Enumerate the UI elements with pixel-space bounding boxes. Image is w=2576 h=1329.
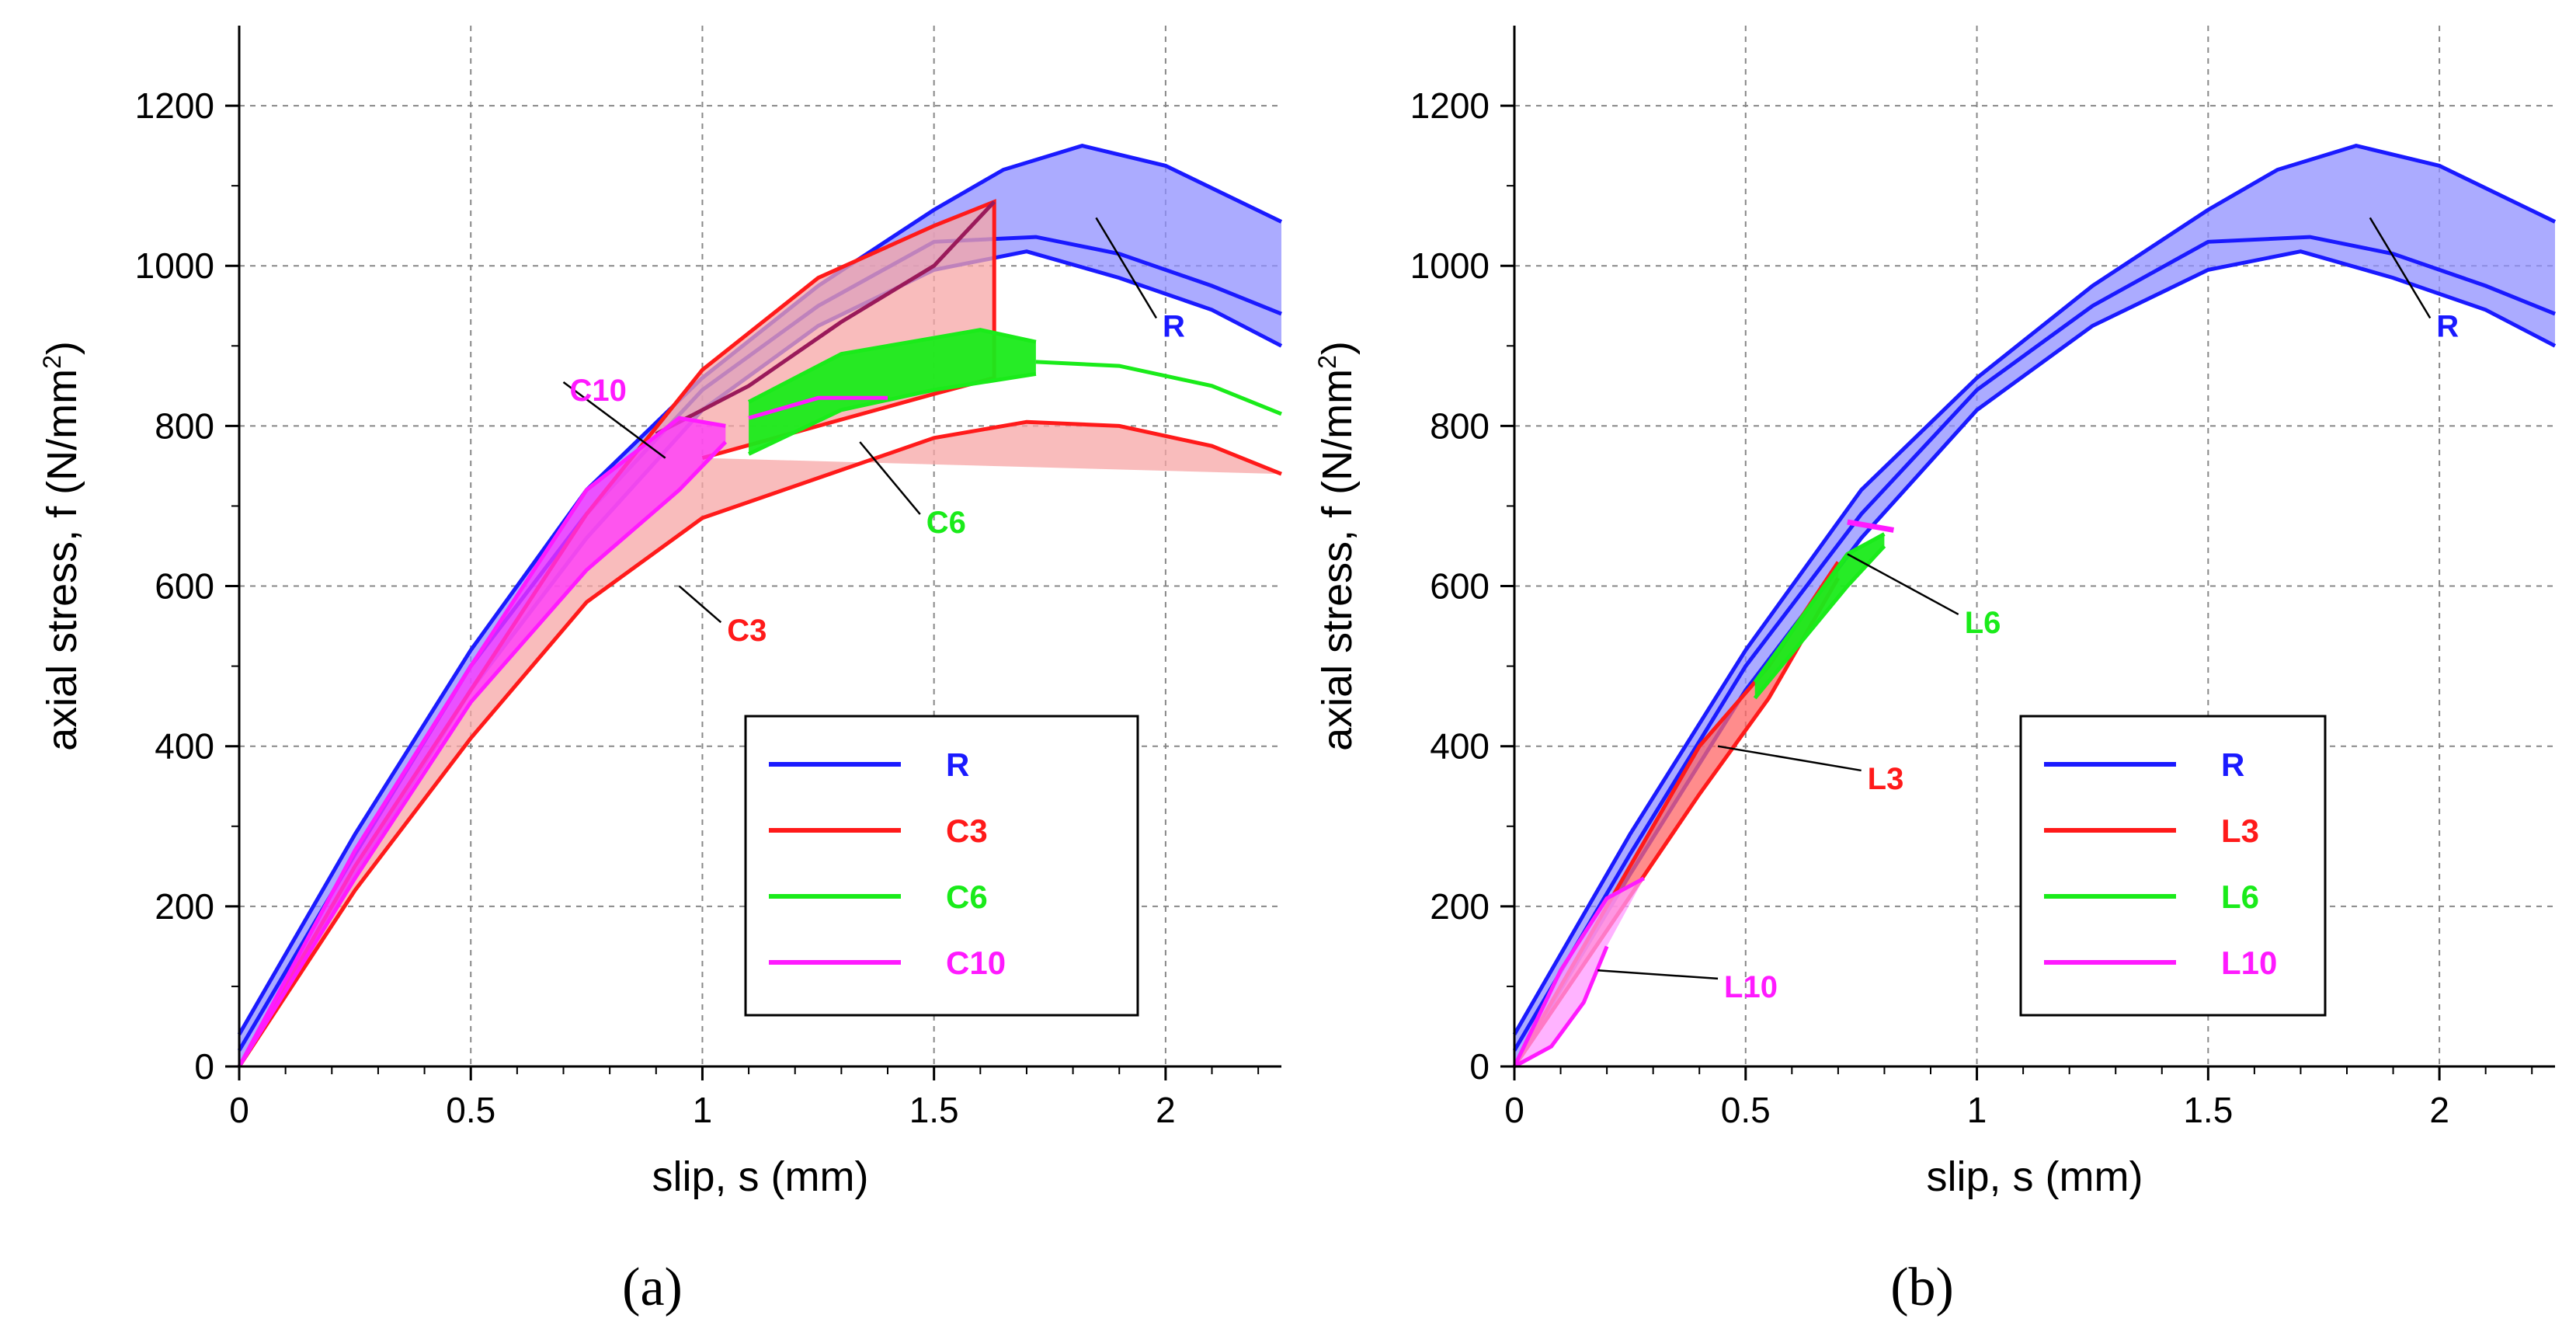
y-tick-label: 800 xyxy=(1430,405,1490,446)
y-tick-label: 400 xyxy=(155,726,214,767)
y-tick-label: 1200 xyxy=(1410,85,1490,126)
y-axis-title: axial stress, f (N/mm2) xyxy=(38,341,85,751)
annotation-leader-L10 xyxy=(1597,969,1719,980)
annotation-R: R xyxy=(2436,310,2459,344)
y-tick-label: 1000 xyxy=(135,245,214,286)
annotation-leader-R xyxy=(1095,217,1158,319)
series-area-R xyxy=(239,145,1281,1067)
y-tick-label: 600 xyxy=(155,566,214,607)
x-axis-title: slip, s (mm) xyxy=(1927,1153,2143,1200)
annotation-C3: C3 xyxy=(727,614,767,648)
series-upper-C10 xyxy=(237,416,726,1068)
annotation-leader-C3 xyxy=(678,585,722,624)
series-lower-C10 xyxy=(237,440,728,1068)
legend-label-R: R xyxy=(946,746,969,783)
legend-box xyxy=(744,715,1139,1017)
series-mid-R xyxy=(1512,235,2556,1052)
y-tick-label: 0 xyxy=(194,1046,214,1087)
y-tick-label: 0 xyxy=(1469,1046,1490,1087)
y-tick-label: 200 xyxy=(155,886,214,927)
x-tick-label: 1.5 xyxy=(2183,1090,2233,1130)
x-axis-title: slip, s (mm) xyxy=(652,1153,869,1200)
series-area-L10 xyxy=(1514,878,1644,1066)
legend-label-L6: L6 xyxy=(2221,878,2259,915)
annotation-L10: L10 xyxy=(1724,970,1778,1004)
annotation-leader-C10 xyxy=(562,381,666,459)
legend-label-L3: L3 xyxy=(2221,812,2259,849)
x-tick-label: 1.5 xyxy=(909,1090,959,1130)
x-tick-label: 2 xyxy=(2429,1090,2449,1130)
annotation-leader-L3 xyxy=(1717,745,1862,772)
x-tick-label: 0.5 xyxy=(446,1090,495,1130)
legend-label-L10: L10 xyxy=(2221,945,2277,981)
series-upper-C6 xyxy=(747,328,1037,404)
series-top-C3 xyxy=(655,200,996,436)
chart-panel-a: 0 0.5 1 1.5 2 0 200 400 600 800 1000 1200 slip, s (m… xyxy=(38,26,1283,1317)
annotation-C6: C6 xyxy=(926,506,966,540)
x-tick-label: 0 xyxy=(1504,1090,1524,1130)
x-tick-label: 0.5 xyxy=(1721,1090,1771,1130)
y-tick-label: 800 xyxy=(155,405,214,446)
series-top-L10 xyxy=(1847,519,1894,533)
series-tail-C10 xyxy=(748,395,888,420)
legend-label-C3: C3 xyxy=(946,812,988,849)
series-upper-R xyxy=(1512,144,2557,1036)
y-tick-label: 600 xyxy=(1430,566,1490,607)
y-tick-label: 1200 xyxy=(135,85,214,126)
series-area-C6 xyxy=(749,329,1036,454)
x-tick-label: 2 xyxy=(1156,1090,1176,1130)
annotation-L6: L6 xyxy=(1965,606,2001,640)
annotation-leader-C6 xyxy=(859,441,921,515)
x-tick-label: 1 xyxy=(693,1090,713,1130)
series-area-R xyxy=(1514,145,2555,1067)
legend-label-R: R xyxy=(2221,746,2244,783)
series-tail-C6 xyxy=(1035,360,1282,416)
series-upper-L6 xyxy=(1753,532,1886,684)
y-axis-title: axial stress, f (N/mm2) xyxy=(1313,341,1361,751)
legend-label-C6: C6 xyxy=(946,878,988,915)
x-tick-label: 1 xyxy=(1967,1090,1987,1130)
series-lower-L10 xyxy=(1513,945,1609,1069)
annotation-leader-L6 xyxy=(1847,553,1959,616)
annotation-leader-R xyxy=(2369,217,2432,319)
series-lower-L6 xyxy=(1753,544,1886,700)
panel-label: (b) xyxy=(1890,1258,1954,1317)
series-lower-C3 xyxy=(237,419,1282,1068)
annotation-L3: L3 xyxy=(1868,762,1904,796)
series-lower-C6 xyxy=(748,371,1037,456)
series-upper-L10 xyxy=(1512,876,1645,1068)
chart-panel-b: 0 0.5 1 1.5 2 0 200 400 600 800 1000 1200 slip, s (m… xyxy=(1313,26,2557,1317)
annotation-C10: C10 xyxy=(570,374,627,408)
panel-label: (a) xyxy=(622,1258,683,1317)
legend: R L3 L6 L10 xyxy=(2019,715,2327,1017)
y-tick-label: 200 xyxy=(1430,886,1490,927)
legend-label-C10: C10 xyxy=(946,945,1006,981)
legend: R C3 C6 C10 xyxy=(744,715,1139,1017)
y-tick-label: 400 xyxy=(1430,726,1490,767)
legend-box xyxy=(2019,715,2327,1017)
series-area-C3 xyxy=(239,201,1281,1066)
x-tick-label: 0 xyxy=(229,1090,249,1130)
y-tick-label: 1000 xyxy=(1410,245,1490,286)
annotation-R: R xyxy=(1163,310,1185,344)
series-area-C10 xyxy=(239,418,726,1066)
